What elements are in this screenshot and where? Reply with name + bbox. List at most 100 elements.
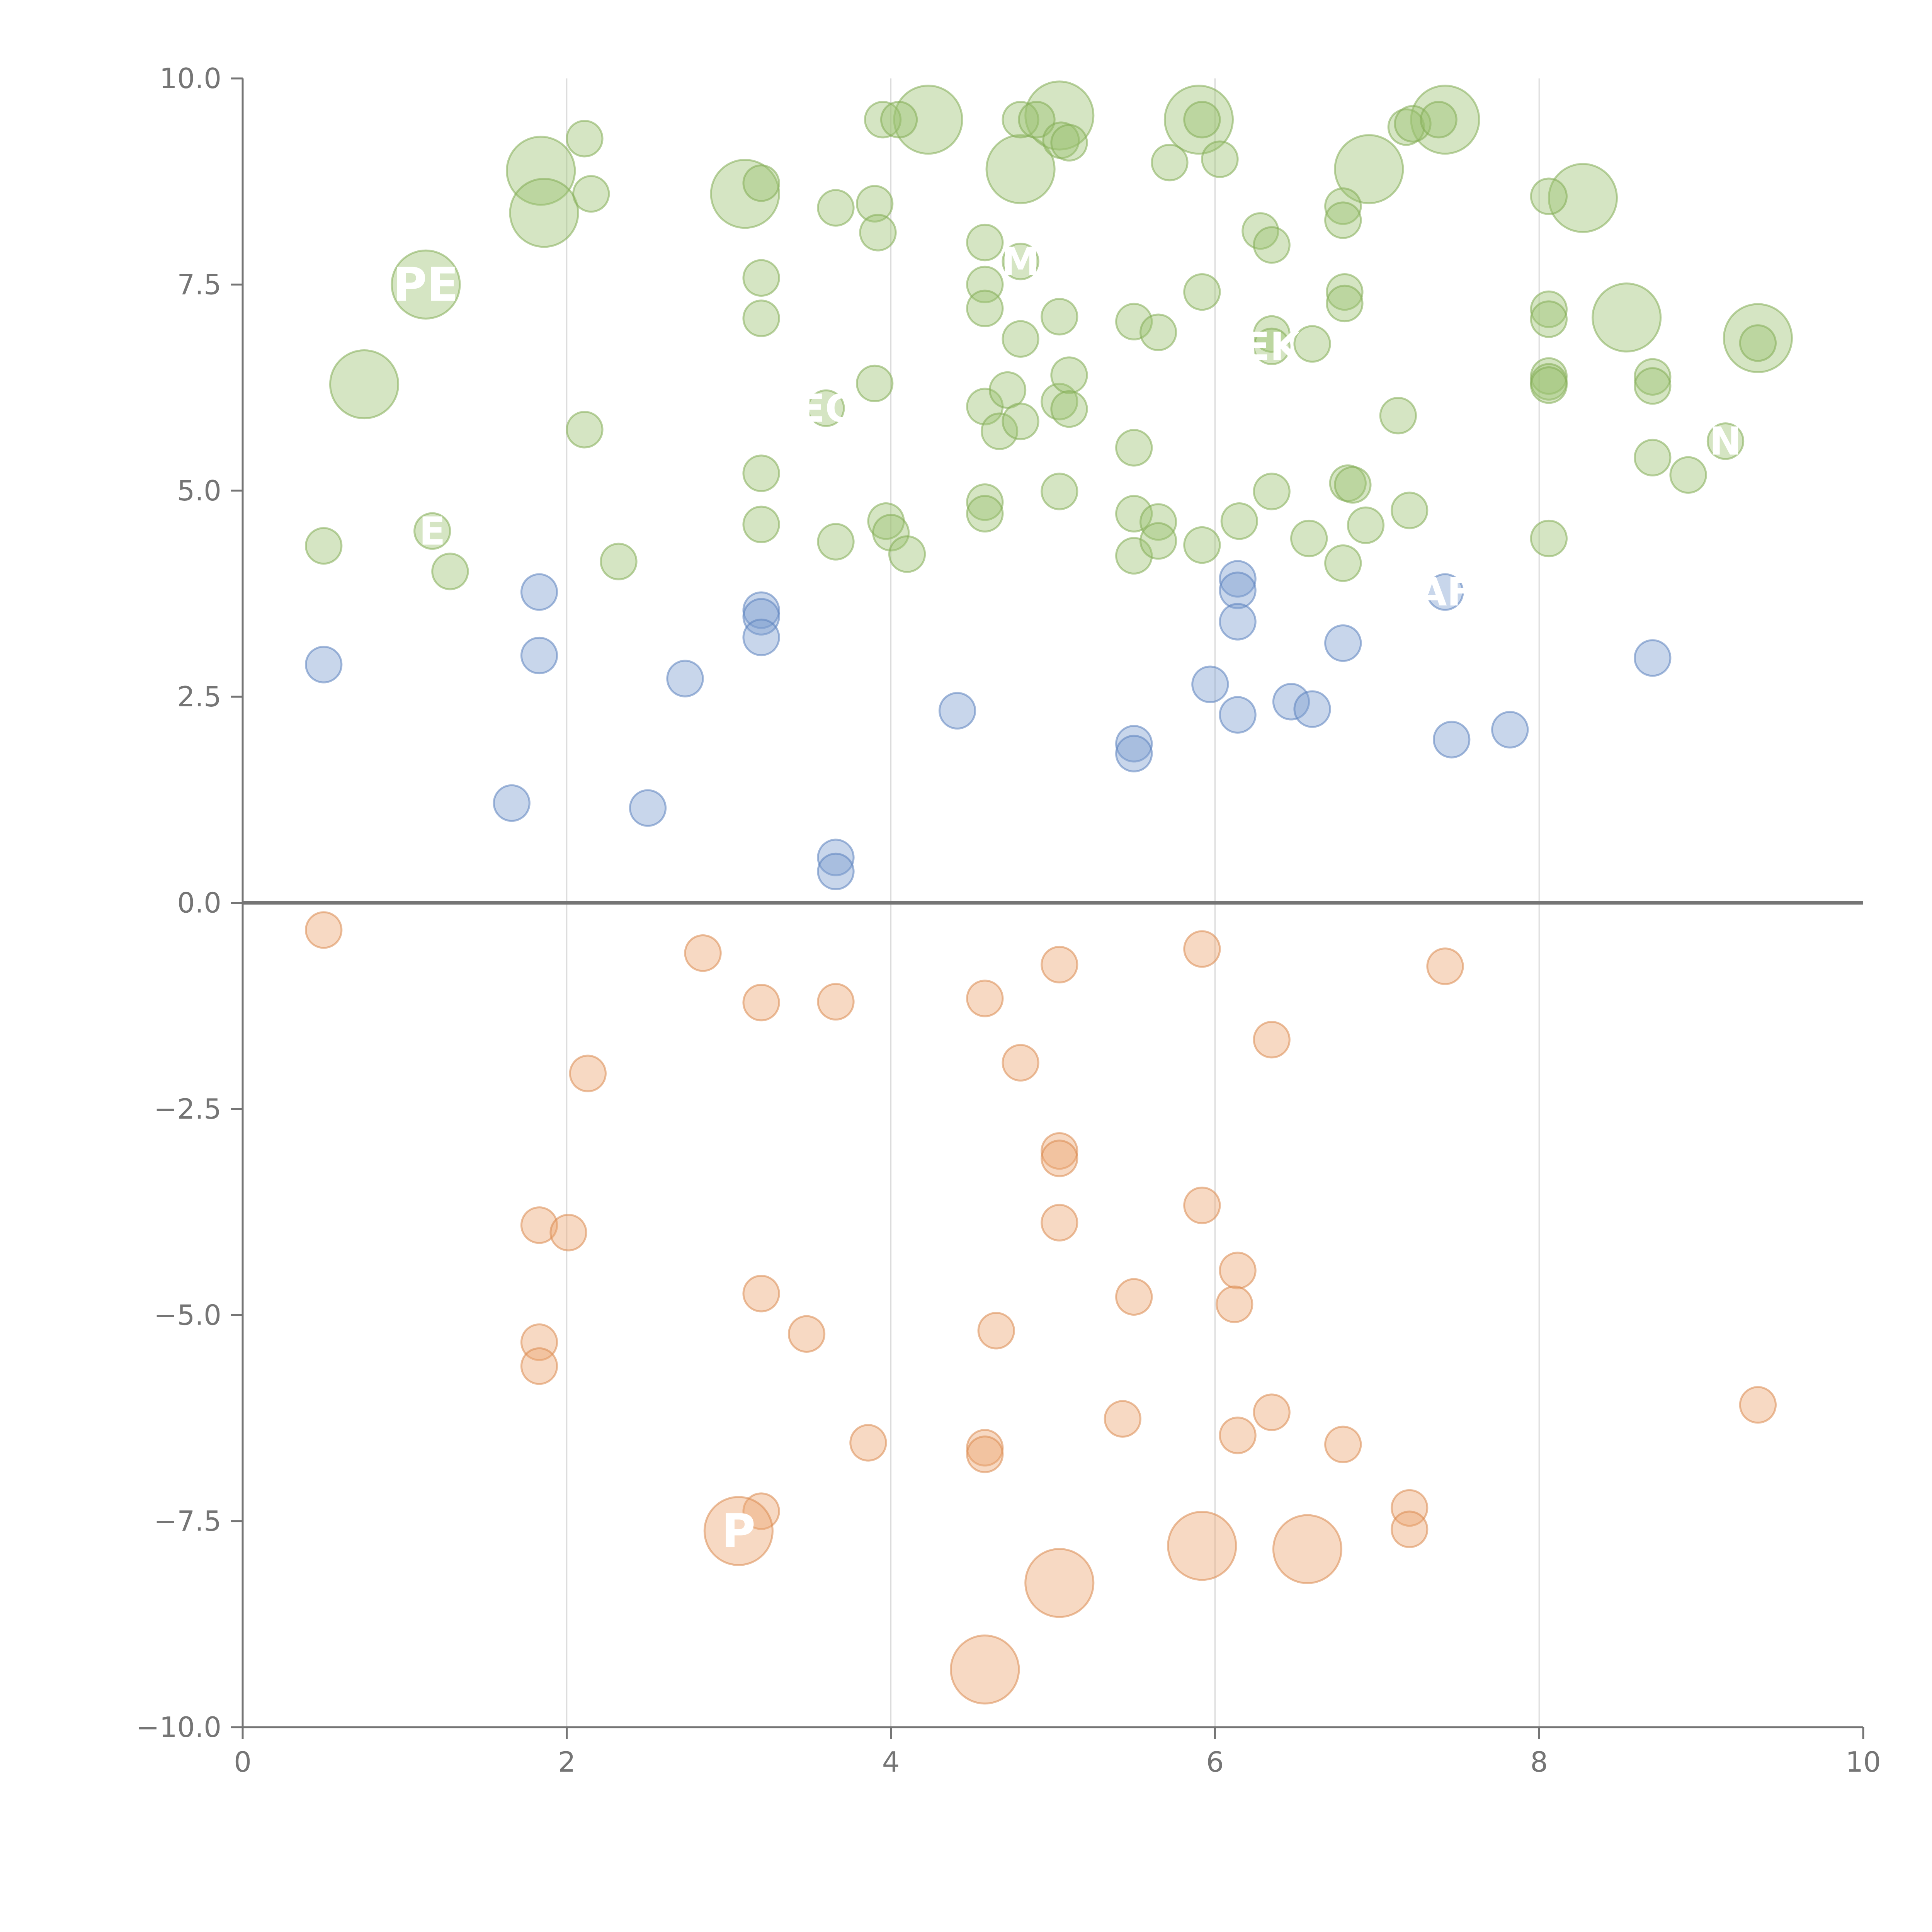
bubble-label: AF bbox=[1417, 570, 1473, 615]
green-bubble bbox=[742, 505, 780, 543]
green-bubble bbox=[966, 495, 1004, 533]
y-tick-label: −10.0 bbox=[136, 1711, 221, 1743]
green-bubble bbox=[509, 178, 579, 248]
orange-bubble bbox=[520, 1347, 558, 1385]
orange-bubble bbox=[1002, 1044, 1039, 1082]
orange-bubble bbox=[742, 984, 780, 1022]
green-bubble bbox=[1634, 439, 1672, 477]
x-tick-label: 4 bbox=[882, 1746, 900, 1778]
orange-bubble bbox=[1041, 946, 1078, 984]
green-bubble bbox=[329, 349, 400, 420]
orange-bubble bbox=[1104, 1400, 1141, 1438]
green-bubble bbox=[1739, 324, 1777, 362]
green-bubble bbox=[1723, 303, 1793, 373]
green-bubble bbox=[1183, 101, 1221, 139]
green-bubble bbox=[1115, 537, 1153, 575]
green-bubble bbox=[1139, 503, 1177, 541]
y-tick-label: −5.0 bbox=[154, 1299, 221, 1331]
green-bubble bbox=[1151, 143, 1189, 182]
green-bubble bbox=[1253, 226, 1291, 264]
green-bubble bbox=[1041, 473, 1078, 510]
green-bubble bbox=[1002, 243, 1039, 281]
green-bubble bbox=[1002, 320, 1039, 358]
green-bubble bbox=[817, 189, 855, 227]
x-tick-label: 0 bbox=[234, 1746, 252, 1778]
green-bubble bbox=[1253, 327, 1291, 366]
blue-bubble bbox=[493, 784, 531, 822]
orange-bubble bbox=[684, 934, 722, 972]
x-tick-label: 2 bbox=[558, 1746, 576, 1778]
y-tick-label: 2.5 bbox=[177, 680, 221, 713]
blue-bubble bbox=[1293, 690, 1331, 728]
green-bubble bbox=[1326, 284, 1364, 323]
green-bubble bbox=[1139, 313, 1177, 351]
green-bubble bbox=[980, 412, 1019, 450]
orange-bubble bbox=[1219, 1252, 1257, 1289]
green-bubble bbox=[1253, 315, 1291, 353]
green-bubble bbox=[893, 85, 963, 155]
orange-bubble bbox=[1167, 1511, 1237, 1581]
bubble-label: M bbox=[1001, 239, 1040, 284]
orange-bubble bbox=[1219, 1417, 1257, 1454]
green-bubble bbox=[572, 175, 610, 213]
blue-bubble bbox=[1324, 624, 1362, 662]
orange-bubble bbox=[520, 1206, 558, 1244]
blue-bubble bbox=[1433, 721, 1471, 759]
orange-bubble bbox=[1391, 1510, 1429, 1548]
green-bubble bbox=[1253, 473, 1291, 510]
orange-bubble bbox=[1024, 1548, 1095, 1618]
green-bubble bbox=[1548, 163, 1618, 233]
green-bubble bbox=[1293, 325, 1331, 363]
points-layer bbox=[305, 80, 1793, 1705]
x-tick-label: 6 bbox=[1206, 1746, 1224, 1778]
orange-bubble bbox=[1391, 1489, 1429, 1527]
green-bubble bbox=[1115, 495, 1153, 533]
labels-layer: PE M EK EC N E AF P bbox=[393, 239, 1742, 1559]
green-bubble bbox=[431, 553, 469, 590]
orange-bubble bbox=[787, 1315, 826, 1353]
axes-layer: 0 2 4 6 8 10 −10.0 −7.5 −5.0 −2.5 0.0 2.5 5.0 7.5 10.0 bbox=[136, 62, 1881, 1778]
green-bubble bbox=[966, 223, 1004, 262]
green-bubble bbox=[305, 527, 343, 565]
green-bubble bbox=[1115, 303, 1153, 341]
orange-bubble bbox=[1426, 947, 1464, 985]
green-bubble bbox=[807, 389, 845, 427]
green-bubble bbox=[1669, 456, 1707, 494]
orange-bubble bbox=[305, 911, 343, 949]
green-bubble bbox=[742, 164, 780, 202]
orange-bubble bbox=[742, 1275, 780, 1313]
green-bubble bbox=[391, 249, 461, 320]
green-bubble bbox=[1201, 140, 1239, 178]
green-bubble bbox=[1634, 367, 1672, 405]
blue-bubble bbox=[1115, 735, 1153, 772]
bubble-label: P bbox=[721, 1505, 755, 1558]
green-bubble bbox=[856, 364, 894, 403]
bubble-label: N bbox=[1709, 419, 1742, 464]
orange-bubble bbox=[966, 1435, 1004, 1473]
orange-bubble bbox=[1216, 1285, 1253, 1323]
orange-bubble bbox=[1041, 1204, 1078, 1242]
green-bubble bbox=[742, 259, 780, 297]
bubble-label: EC bbox=[799, 386, 854, 431]
green-bubble bbox=[1530, 177, 1568, 215]
orange-bubble bbox=[1739, 1386, 1777, 1424]
green-bubble bbox=[966, 289, 1004, 327]
blue-bubble bbox=[817, 838, 855, 876]
y-tick-label: 0.0 bbox=[177, 887, 221, 919]
y-tick-label: −2.5 bbox=[154, 1093, 221, 1125]
blue-bubble bbox=[1219, 696, 1257, 734]
bubble-label: PE bbox=[393, 258, 459, 312]
green-bubble bbox=[742, 454, 780, 492]
orange-bubble bbox=[950, 1634, 1020, 1705]
green-bubble bbox=[1324, 187, 1362, 225]
blue-bubble bbox=[1219, 571, 1257, 609]
green-bubble bbox=[856, 185, 894, 223]
green-bubble bbox=[1334, 466, 1372, 504]
green-bubble bbox=[506, 136, 576, 206]
bubble-label: EK bbox=[1243, 324, 1301, 369]
blue-bubble bbox=[817, 852, 855, 891]
orange-bubble bbox=[1253, 1393, 1291, 1431]
green-bubble bbox=[1050, 390, 1088, 428]
green-bubble bbox=[413, 512, 451, 550]
